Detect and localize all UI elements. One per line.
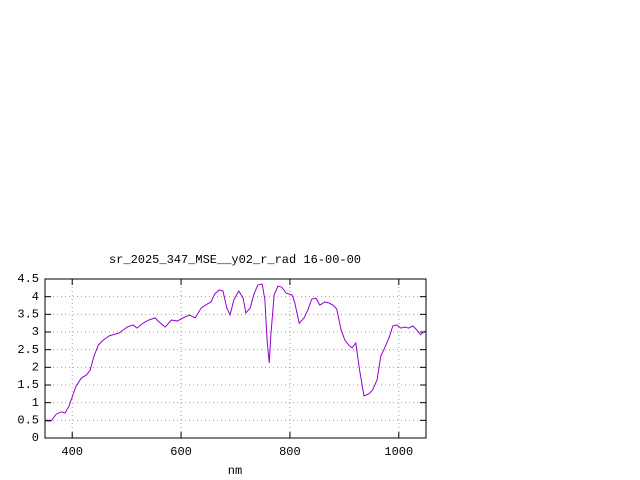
- x-tick-label: 600: [170, 445, 192, 459]
- y-tick-label: 1.5: [17, 378, 39, 392]
- x-axis-label: nm: [228, 464, 242, 478]
- y-tick-label: 1: [32, 396, 39, 410]
- y-tick-label: 2.5: [17, 343, 39, 357]
- y-tick-label: 0.5: [17, 414, 39, 428]
- y-tick-label: 2: [32, 361, 39, 375]
- x-tick-label: 1000: [384, 445, 413, 459]
- plot-frame: [44, 278, 427, 439]
- y-tick-label: 4.5: [17, 272, 39, 286]
- x-tick-label: 800: [279, 445, 301, 459]
- data-line: [45, 283, 426, 422]
- chart-title: sr_2025_347_MSE__y02_r_rad 16-00-00: [109, 253, 361, 267]
- y-tick-label: 0: [32, 431, 39, 445]
- y-tick-label: 3.5: [17, 308, 39, 322]
- y-tick-label: 3: [32, 325, 39, 339]
- x-tick-label: 400: [61, 445, 83, 459]
- y-tick-label: 4: [32, 290, 39, 304]
